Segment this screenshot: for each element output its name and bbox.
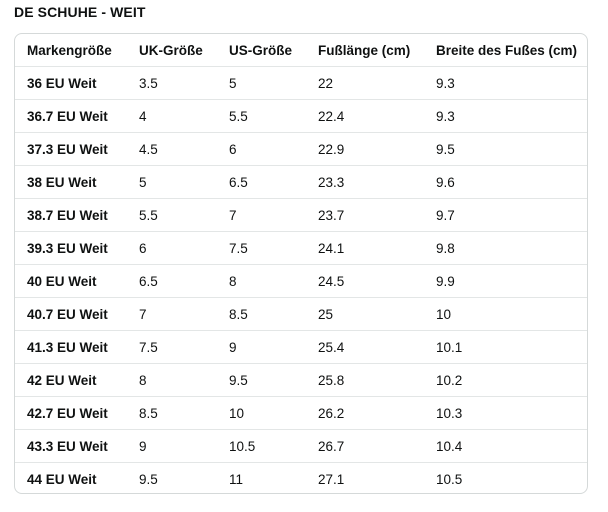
foot-length-cell: 26.7 bbox=[306, 429, 424, 463]
us-size-cell: 7.5 bbox=[217, 231, 306, 265]
us-size-cell: 11 bbox=[217, 462, 306, 493]
foot-length-cell: 25.8 bbox=[306, 363, 424, 397]
foot-length-cell: 26.2 bbox=[306, 396, 424, 430]
uk-size-cell: 8.5 bbox=[127, 396, 217, 430]
table-body: 36 EU Weit 3.5 5 22 9.3 36.7 EU Weit 4 5.5 22.4 9… bbox=[15, 66, 587, 493]
foot-length-cell: 22 bbox=[306, 66, 424, 100]
size-chart-table-card: Markengröße UK-Größe US-Größe Fußlänge (… bbox=[14, 33, 588, 494]
foot-width-cell: 9.6 bbox=[424, 165, 587, 199]
uk-size-cell: 5 bbox=[127, 165, 217, 199]
header-row: Markengröße UK-Größe US-Größe Fußlänge (… bbox=[15, 34, 587, 67]
us-size-cell: 6 bbox=[217, 132, 306, 166]
foot-length-cell: 23.3 bbox=[306, 165, 424, 199]
table-row: 36.7 EU Weit 4 5.5 22.4 9.3 bbox=[15, 99, 587, 133]
table-row: 40.7 EU Weit 7 8.5 25 10 bbox=[15, 297, 587, 331]
foot-width-cell: 9.7 bbox=[424, 198, 587, 232]
header-uk-size: UK-Größe bbox=[139, 42, 203, 58]
brand-size-cell: 43.3 EU Weit bbox=[15, 429, 127, 463]
header-foot-width: Breite des Fußes (cm) bbox=[436, 42, 578, 58]
foot-width-cell: 9.3 bbox=[424, 66, 587, 100]
table-row: 36 EU Weit 3.5 5 22 9.3 bbox=[15, 66, 587, 100]
table-row: 41.3 EU Weit 7.5 9 25.4 10.1 bbox=[15, 330, 587, 364]
foot-width-cell: 10.1 bbox=[424, 330, 587, 364]
header-brand-size: Markengröße bbox=[27, 42, 112, 58]
brand-size-cell: 36.7 EU Weit bbox=[15, 99, 127, 133]
foot-width-cell: 10.5 bbox=[424, 462, 587, 493]
uk-size-cell: 7 bbox=[127, 297, 217, 331]
table-row: 39.3 EU Weit 6 7.5 24.1 9.8 bbox=[15, 231, 587, 265]
foot-width-cell: 10 bbox=[424, 297, 587, 331]
table-header: Markengröße UK-Größe US-Größe Fußlänge (… bbox=[15, 34, 587, 67]
uk-size-cell: 7.5 bbox=[127, 330, 217, 364]
brand-size-cell: 44 EU Weit bbox=[15, 462, 127, 493]
size-chart-table: Markengröße UK-Größe US-Größe Fußlänge (… bbox=[15, 34, 587, 493]
table-row: 42.7 EU Weit 8.5 10 26.2 10.3 bbox=[15, 396, 587, 430]
table-row: 38.7 EU Weit 5.5 7 23.7 9.7 bbox=[15, 198, 587, 232]
uk-size-cell: 9.5 bbox=[127, 462, 217, 493]
header-us-size: US-Größe bbox=[229, 42, 293, 58]
uk-size-cell: 9 bbox=[127, 429, 217, 463]
table-row: 43.3 EU Weit 9 10.5 26.7 10.4 bbox=[15, 429, 587, 463]
foot-length-cell: 23.7 bbox=[306, 198, 424, 232]
brand-size-cell: 36 EU Weit bbox=[15, 66, 127, 100]
us-size-cell: 7 bbox=[217, 198, 306, 232]
foot-width-cell: 10.4 bbox=[424, 429, 587, 463]
us-size-cell: 9 bbox=[217, 330, 306, 364]
brand-size-cell: 40 EU Weit bbox=[15, 264, 127, 298]
foot-length-cell: 25 bbox=[306, 297, 424, 331]
uk-size-cell: 6 bbox=[127, 231, 217, 265]
foot-length-cell: 22.4 bbox=[306, 99, 424, 133]
table-row: 42 EU Weit 8 9.5 25.8 10.2 bbox=[15, 363, 587, 397]
header-foot-length: Fußlänge (cm) bbox=[318, 42, 411, 58]
foot-width-cell: 9.3 bbox=[424, 99, 587, 133]
brand-size-cell: 38.7 EU Weit bbox=[15, 198, 127, 232]
foot-length-cell: 25.4 bbox=[306, 330, 424, 364]
us-size-cell: 10.5 bbox=[217, 429, 306, 463]
us-size-cell: 5.5 bbox=[217, 99, 306, 133]
brand-size-cell: 42.7 EU Weit bbox=[15, 396, 127, 430]
foot-width-cell: 9.8 bbox=[424, 231, 587, 265]
brand-size-cell: 39.3 EU Weit bbox=[15, 231, 127, 265]
size-chart-title: DE SCHUHE - WEIT bbox=[14, 4, 146, 20]
us-size-cell: 10 bbox=[217, 396, 306, 430]
uk-size-cell: 4 bbox=[127, 99, 217, 133]
brand-size-cell: 42 EU Weit bbox=[15, 363, 127, 397]
us-size-cell: 5 bbox=[217, 66, 306, 100]
foot-length-cell: 22.9 bbox=[306, 132, 424, 166]
uk-size-cell: 8 bbox=[127, 363, 217, 397]
foot-length-cell: 27.1 bbox=[306, 462, 424, 493]
us-size-cell: 6.5 bbox=[217, 165, 306, 199]
brand-size-cell: 38 EU Weit bbox=[15, 165, 127, 199]
foot-width-cell: 9.5 bbox=[424, 132, 587, 166]
foot-length-cell: 24.5 bbox=[306, 264, 424, 298]
table-row: 37.3 EU Weit 4.5 6 22.9 9.5 bbox=[15, 132, 587, 166]
uk-size-cell: 4.5 bbox=[127, 132, 217, 166]
us-size-cell: 8.5 bbox=[217, 297, 306, 331]
table-row: 38 EU Weit 5 6.5 23.3 9.6 bbox=[15, 165, 587, 199]
uk-size-cell: 3.5 bbox=[127, 66, 217, 100]
uk-size-cell: 5.5 bbox=[127, 198, 217, 232]
foot-length-cell: 24.1 bbox=[306, 231, 424, 265]
foot-width-cell: 10.2 bbox=[424, 363, 587, 397]
table-row: 44 EU Weit 9.5 11 27.1 10.5 bbox=[15, 462, 587, 493]
brand-size-cell: 37.3 EU Weit bbox=[15, 132, 127, 166]
us-size-cell: 8 bbox=[217, 264, 306, 298]
foot-width-cell: 10.3 bbox=[424, 396, 587, 430]
us-size-cell: 9.5 bbox=[217, 363, 306, 397]
table-row: 40 EU Weit 6.5 8 24.5 9.9 bbox=[15, 264, 587, 298]
brand-size-cell: 40.7 EU Weit bbox=[15, 297, 127, 331]
brand-size-cell: 41.3 EU Weit bbox=[15, 330, 127, 364]
uk-size-cell: 6.5 bbox=[127, 264, 217, 298]
foot-width-cell: 9.9 bbox=[424, 264, 587, 298]
